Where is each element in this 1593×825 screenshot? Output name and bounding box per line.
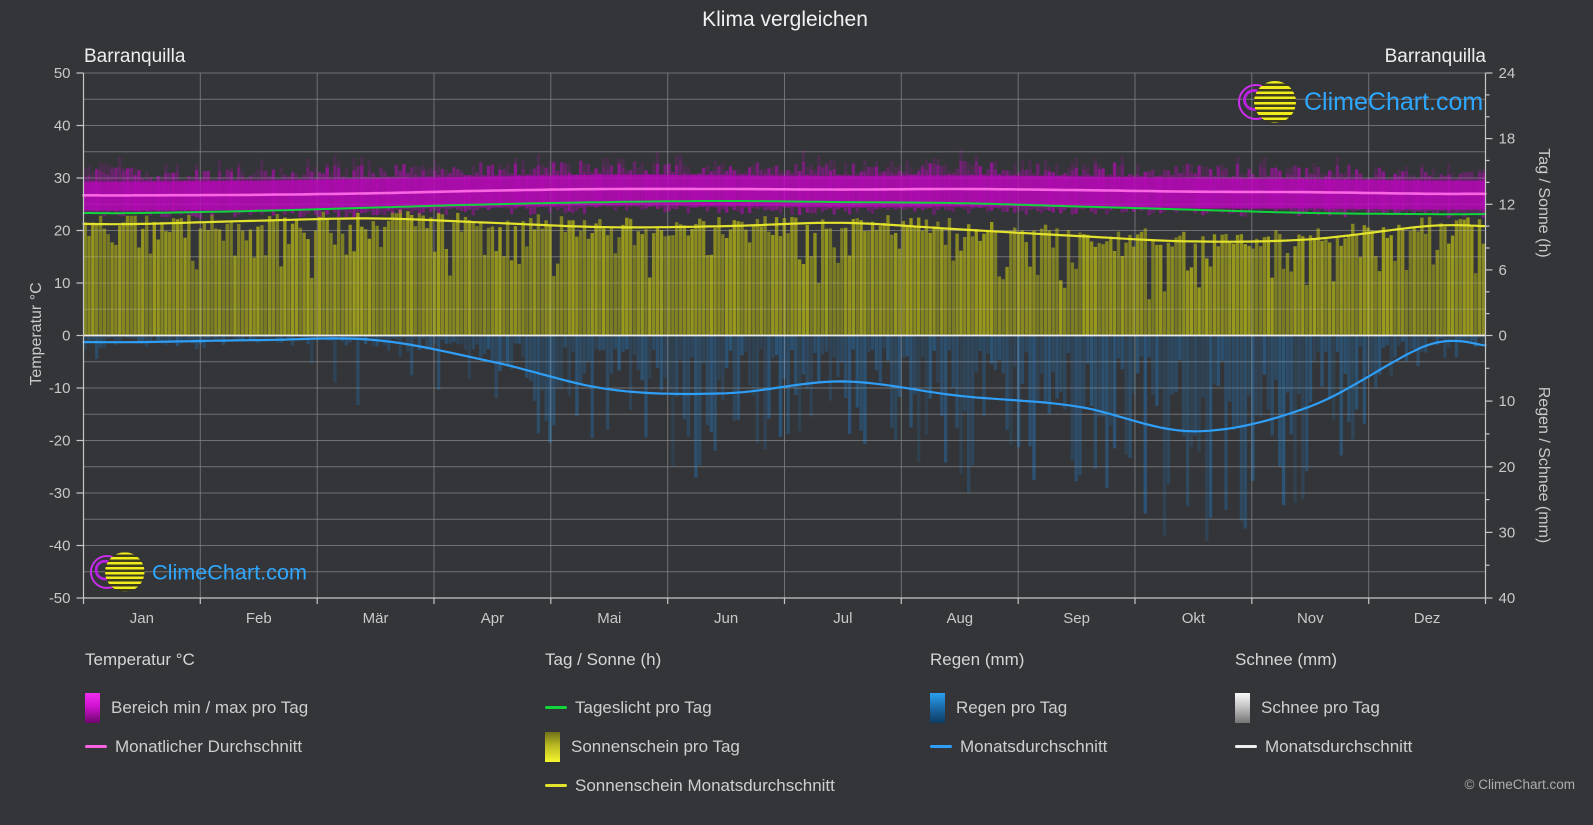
- x-tick-month: Feb: [246, 610, 272, 627]
- y-tick-temp: -20: [49, 433, 71, 450]
- rain-avg-line: [82, 337, 1487, 433]
- y-tick-sun: 18: [1499, 131, 1516, 148]
- x-tick-month: Aug: [946, 610, 973, 627]
- y-tick-sun: 24: [1499, 65, 1516, 82]
- x-tick-month: Dez: [1414, 610, 1441, 627]
- legend-item: Regen pro Tag: [930, 688, 1107, 727]
- temp-range-band: [83, 174, 1486, 211]
- legend-header: Regen (mm): [930, 650, 1025, 669]
- x-tick-month: Jan: [130, 610, 154, 627]
- axes: [76, 72, 1493, 604]
- sunshine-avg-line-icon: [545, 784, 567, 787]
- rain-swatch-icon: [930, 692, 945, 723]
- x-tick-month: Mai: [597, 610, 621, 627]
- y-axis-label-rain-snow: Regen / Schnee (mm): [1535, 386, 1552, 544]
- legend-item: Bereich min / max pro Tag: [85, 688, 308, 727]
- legend-item: Schnee pro Tag: [1235, 688, 1412, 727]
- snow-avg-line-icon: [1235, 745, 1257, 748]
- temp-avg-line-icon: [85, 745, 107, 748]
- y-tick-temp: 20: [54, 223, 71, 240]
- temp-avg-line: [82, 187, 1487, 197]
- daylight-line-icon: [545, 706, 567, 709]
- x-tick-month: Sep: [1063, 610, 1090, 627]
- y-tick-temp: 50: [54, 65, 71, 82]
- x-tick-month: Apr: [481, 610, 504, 627]
- station-labels: Barranquilla Barranquilla: [84, 46, 1486, 68]
- y-tick-temp: 30: [54, 170, 71, 187]
- y-tick-temp: -10: [49, 380, 71, 397]
- watermark-text: ClimeChart.com: [1304, 87, 1484, 116]
- y-tick-temp: 40: [54, 118, 71, 135]
- station-label-right: Barranquilla: [1384, 46, 1486, 67]
- station-label-left: Barranquilla: [84, 46, 186, 67]
- y-axis-label-temperature: Temperatur °C: [28, 282, 45, 386]
- x-tick-month: Mär: [363, 610, 389, 627]
- y-tick-temp: -30: [49, 485, 71, 502]
- climechart-logo-icon: [1238, 80, 1296, 124]
- legend-item: Tageslicht pro Tag: [545, 688, 835, 727]
- logo-sun-ball-icon: [105, 552, 145, 592]
- legend-item: Sonnenschein Monatsdurchschnitt: [545, 766, 835, 805]
- y-tick-temp: 0: [62, 328, 70, 345]
- y-tick-rain: 20: [1499, 459, 1516, 476]
- logo-sun-ball-icon: [1254, 81, 1296, 123]
- snow-swatch-icon: [1235, 692, 1250, 723]
- legend-header: Schnee (mm): [1235, 650, 1338, 669]
- page-title: Klima vergleichen: [702, 8, 868, 31]
- legend-header: Tag / Sonne (h): [545, 650, 662, 669]
- watermark-text: ClimeChart.com: [152, 559, 308, 584]
- copyright-text: © ClimeChart.com: [1464, 777, 1575, 792]
- x-tick-month: Jul: [833, 610, 852, 627]
- legend-item: Monatsdurchschnitt: [1235, 727, 1412, 766]
- sunshine-swatch-icon: [545, 731, 560, 762]
- x-tick-month: Nov: [1297, 610, 1324, 627]
- x-tick-month: Jun: [714, 610, 738, 627]
- y-tick-rain: 30: [1499, 524, 1516, 541]
- legend-item: Monatsdurchschnitt: [930, 727, 1107, 766]
- legend-item: Monatlicher Durchschnitt: [85, 727, 308, 766]
- climechart-logo-icon: [90, 551, 145, 592]
- sunshine-avg-line: [82, 217, 1487, 243]
- climechart-watermark-bottom: ClimeChart.com: [90, 551, 307, 592]
- legend-group-temperature: Temperatur °C Bereich min / max pro Tag …: [85, 650, 308, 766]
- y-tick-temp: 10: [54, 275, 71, 292]
- y-tick-sun: 6: [1499, 262, 1507, 279]
- x-tick-month: Okt: [1182, 610, 1206, 627]
- climechart-watermark-top: ClimeChart.com: [1238, 80, 1483, 124]
- daylight-line: [82, 200, 1487, 216]
- y-tick-rain: 10: [1499, 393, 1516, 410]
- legend-group-snow: Schnee (mm) Schnee pro Tag Monatsdurchsc…: [1235, 650, 1412, 766]
- temp-range-swatch-icon: [85, 692, 100, 723]
- y-axis-label-day-sun: Tag / Sonne (h): [1535, 148, 1552, 258]
- sunshine-daily-bars: [83, 209, 1486, 336]
- y-tick-sun: 0: [1499, 328, 1507, 345]
- y-tick-rain: 40: [1499, 590, 1516, 607]
- legend-group-day-sun: Tag / Sonne (h) Tageslicht pro Tag Sonne…: [545, 650, 835, 805]
- y-tick-sun: 12: [1499, 196, 1516, 213]
- legend-header: Temperatur °C: [85, 650, 195, 669]
- legend-item: Sonnenschein pro Tag: [545, 727, 835, 766]
- legend-group-rain: Regen (mm) Regen pro Tag Monatsdurchschn…: [930, 650, 1107, 766]
- y-tick-temp: -40: [49, 538, 71, 555]
- tick-labels: 50 40 30 20 10 0 -10 -20 -30 -40 -50 24 18 12 6 0 10 20 30…: [49, 65, 1515, 627]
- y-tick-temp: -50: [49, 590, 71, 607]
- rain-avg-line-icon: [930, 745, 952, 748]
